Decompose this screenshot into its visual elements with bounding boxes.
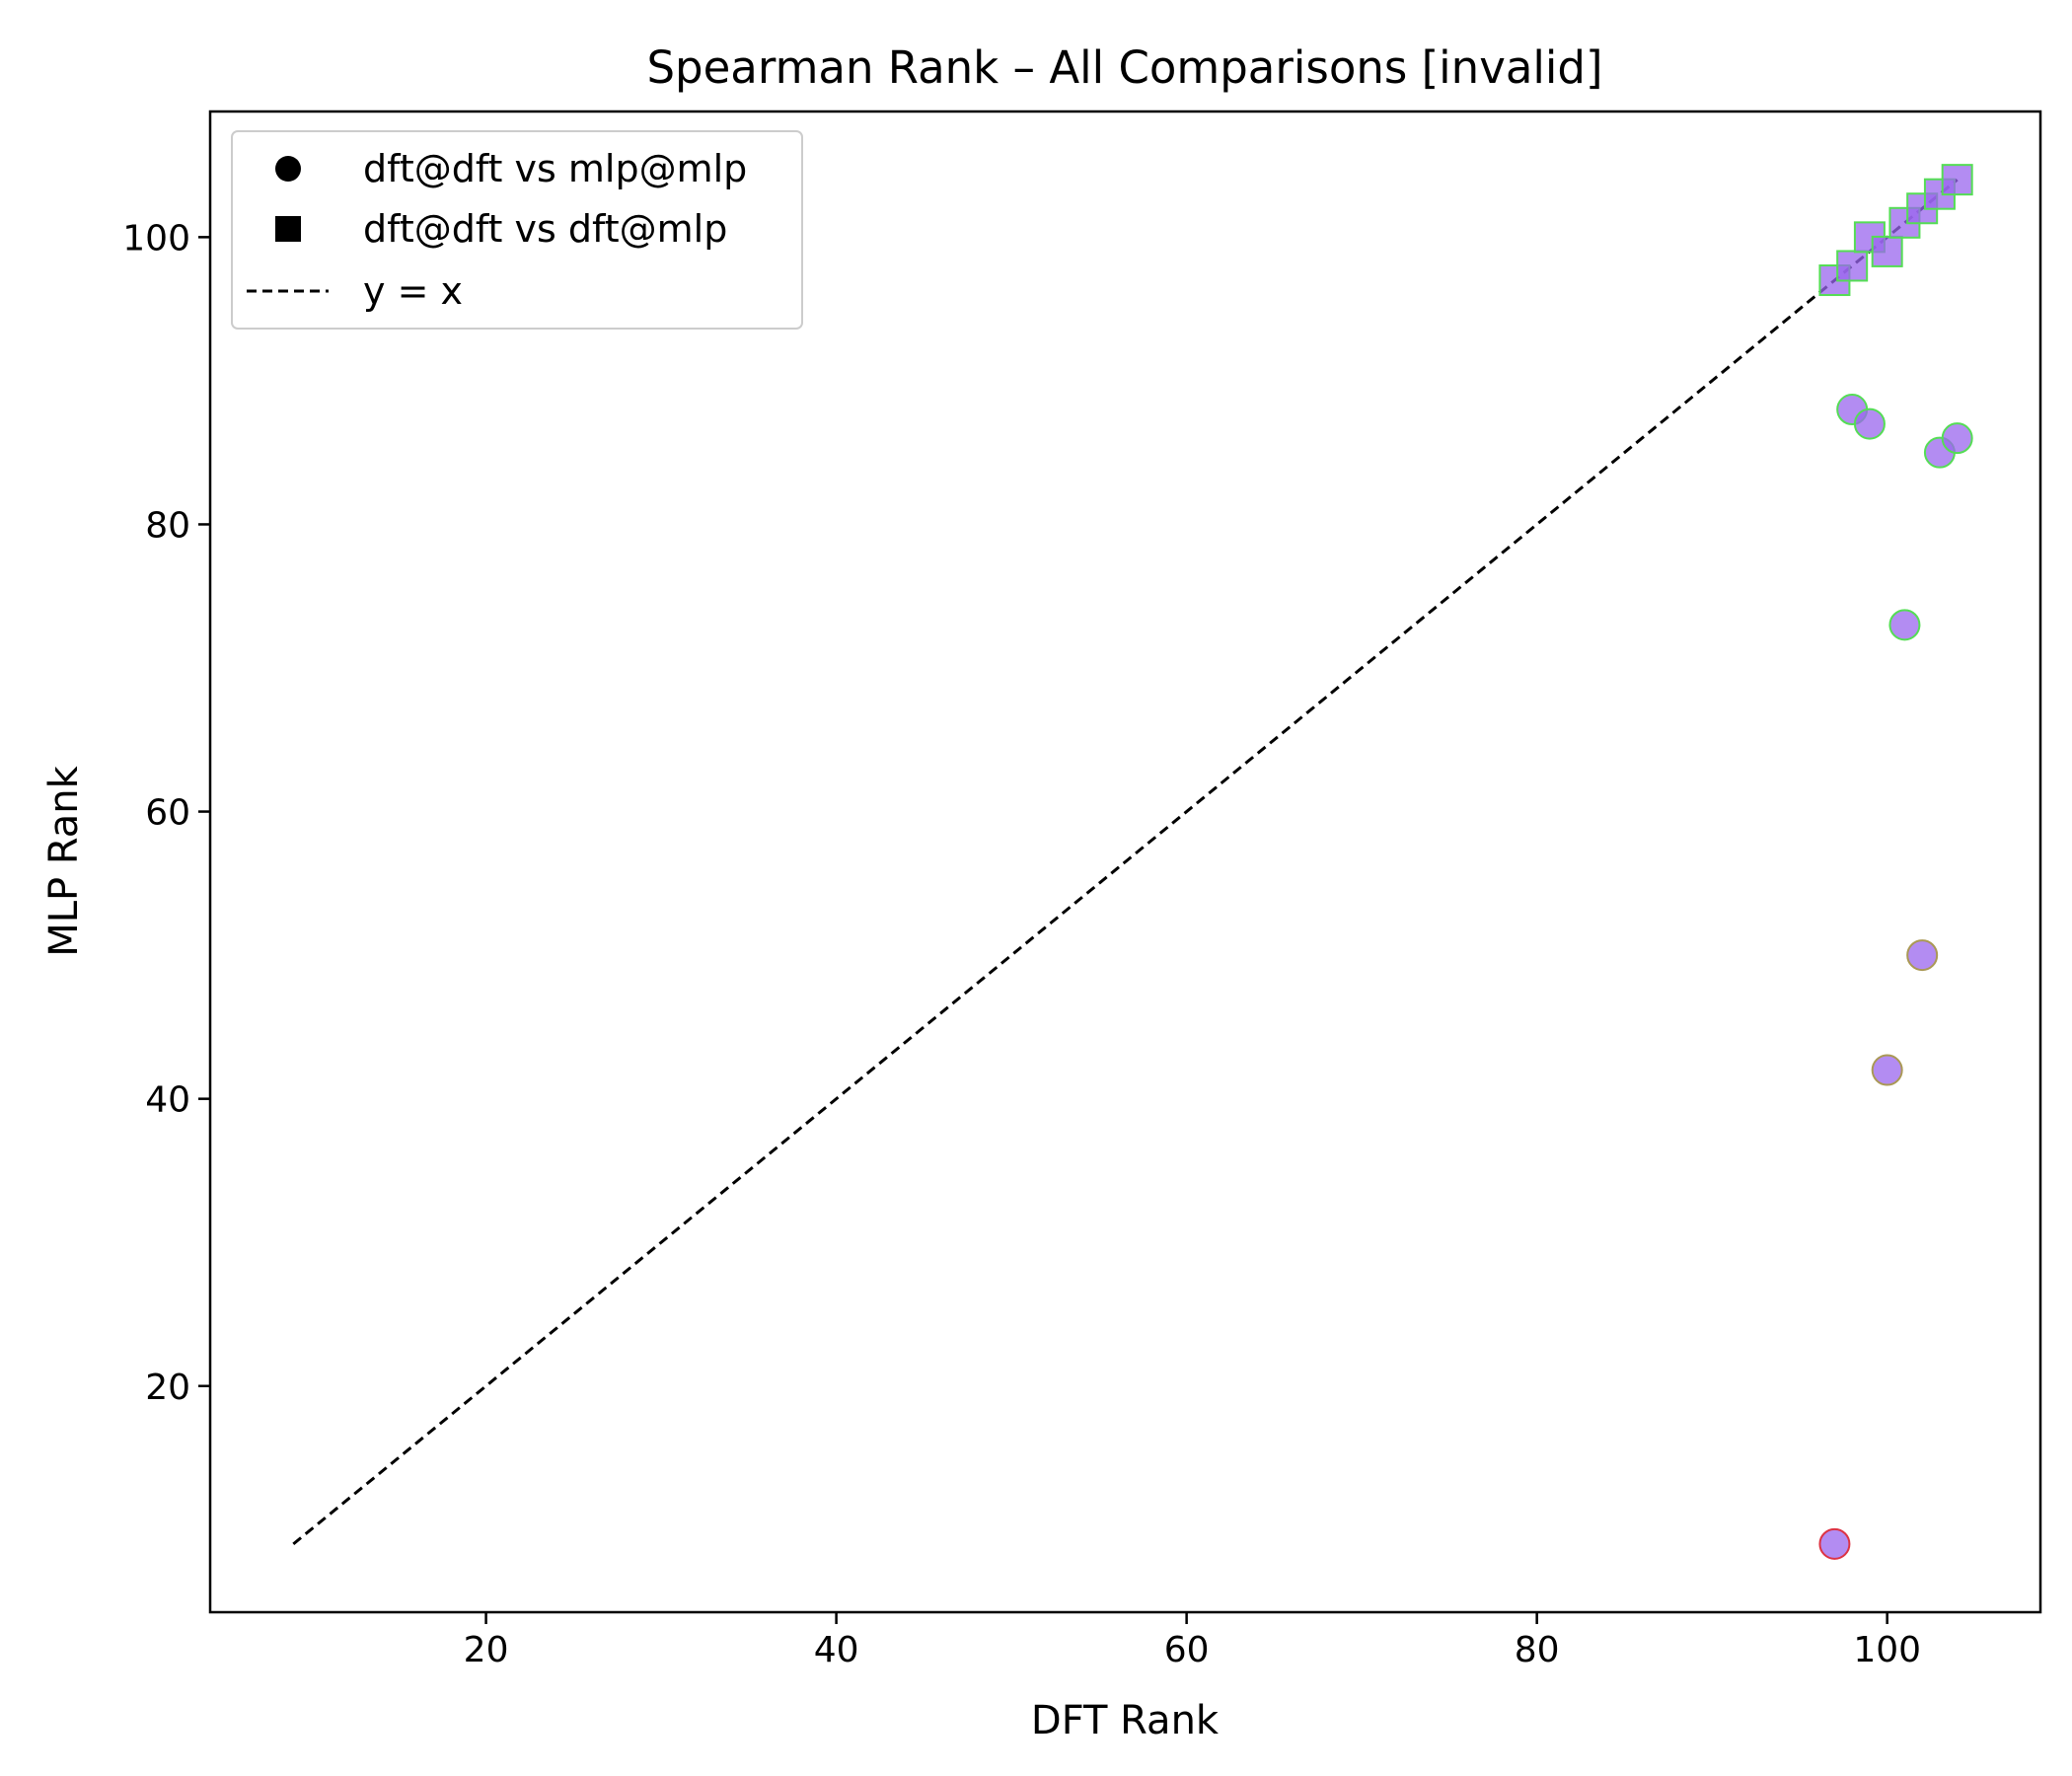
x-tick-label: 40 bbox=[814, 1630, 859, 1670]
y-tick-label: 20 bbox=[145, 1368, 190, 1408]
x-axis-label: DFT Rank bbox=[1031, 1698, 1220, 1743]
legend-box bbox=[231, 130, 803, 330]
axis-ticks: 20 40 60 80 100 20 40 60 80 100 bbox=[122, 218, 1921, 1670]
y-tick-label: 60 bbox=[145, 793, 190, 834]
reference-line bbox=[292, 178, 1959, 1546]
square-point bbox=[1941, 164, 1973, 196]
legend-label-circles: dft@dft vs mlp@mlp bbox=[363, 147, 747, 190]
y-tick-label: 40 bbox=[145, 1080, 190, 1121]
circle-point bbox=[1888, 609, 1921, 641]
y-tick-label: 100 bbox=[122, 218, 190, 259]
legend-circle-marker-icon bbox=[275, 156, 301, 182]
legend: dft@dft vs mlp@mlp dft@dft vs dft@mlp y … bbox=[231, 130, 803, 330]
circle-point bbox=[1853, 407, 1886, 440]
legend-square-marker-icon bbox=[275, 216, 301, 242]
circle-point bbox=[1906, 939, 1939, 972]
legend-label-squares: dft@dft vs dft@mlp bbox=[363, 207, 727, 251]
circle-point bbox=[1941, 422, 1973, 455]
x-tick-label: 100 bbox=[1853, 1630, 1921, 1670]
square-point bbox=[1871, 235, 1903, 267]
plot-area bbox=[292, 164, 1973, 1560]
circle-point bbox=[1818, 1527, 1851, 1560]
legend-label-reference-line: y = x bbox=[363, 269, 463, 313]
y-axis-label: MLP Rank bbox=[41, 765, 87, 956]
square-point bbox=[1836, 250, 1869, 282]
plot-frame bbox=[208, 110, 2042, 1614]
x-tick-label: 80 bbox=[1515, 1630, 1560, 1670]
x-tick-label: 20 bbox=[464, 1630, 509, 1670]
y-tick-label: 80 bbox=[145, 505, 190, 546]
circle-point bbox=[1871, 1054, 1903, 1086]
x-tick-label: 60 bbox=[1164, 1630, 1210, 1670]
chart-title: Spearman Rank – All Comparisons [invalid… bbox=[646, 41, 1602, 94]
